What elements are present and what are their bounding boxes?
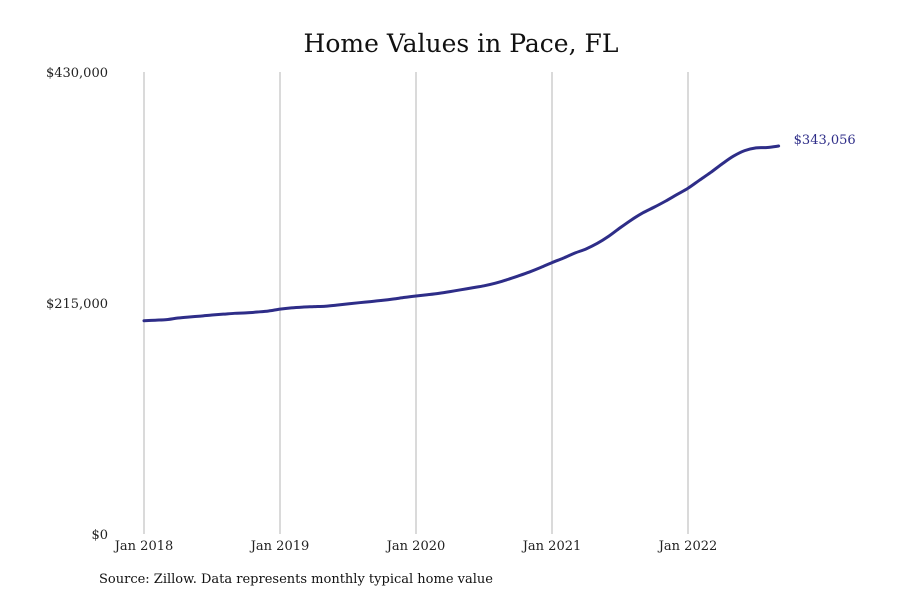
series-end-value-label: $343,056 — [794, 133, 856, 148]
x-tick-label: Jan 2020 — [385, 539, 446, 554]
y-tick-label: $430,000 — [46, 66, 108, 81]
x-tick-label: Jan 2019 — [249, 539, 310, 554]
y-tick-label: $0 — [91, 528, 108, 543]
gridlines — [143, 72, 689, 534]
series-line-0 — [142, 144, 781, 323]
chart-title: Home Values in Pace, FL — [304, 29, 619, 58]
x-tick-label: Jan 2018 — [113, 539, 174, 554]
x-tick-label: Jan 2022 — [657, 539, 718, 554]
series-layer: $343,056 — [142, 133, 856, 323]
y-tick-label: $215,000 — [46, 297, 108, 312]
y-axis-ticks: $0 $215,000 $430,000 — [46, 66, 108, 543]
source-note: Source: Zillow. Data represents monthly … — [99, 572, 493, 587]
x-tick-label: Jan 2021 — [521, 539, 582, 554]
x-axis-ticks: Jan 2018 Jan 2019 Jan 2020 Jan 2021 Jan 2022 — [113, 539, 718, 554]
